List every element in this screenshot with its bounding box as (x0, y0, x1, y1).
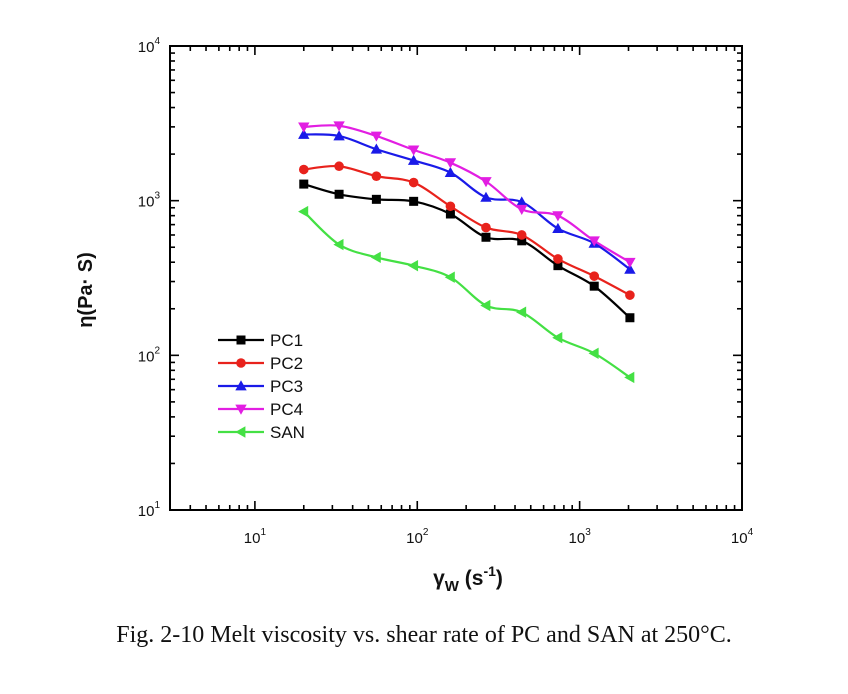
data-point-pc2 (481, 222, 491, 233)
series-line-pc3 (303, 133, 631, 271)
y-tick-label: 102 (138, 345, 161, 365)
legend-marker (235, 426, 246, 438)
series-pc1 (299, 179, 635, 323)
data-point-pc4 (407, 145, 420, 156)
data-point-pc2 (625, 290, 635, 300)
legend-entry-pc2: PC2 (218, 354, 303, 373)
legend: PC1 PC2 PC3 PC4 SAN (218, 331, 305, 442)
legend-label: SAN (270, 423, 305, 442)
legend-marker (236, 335, 246, 345)
data-point-pc1 (299, 179, 309, 189)
figure-caption: Fig. 2-10 Melt viscosity vs. shear rate … (116, 622, 732, 648)
data-point-pc4 (588, 236, 600, 247)
data-point-pc2 (589, 271, 600, 281)
legend-label: PC4 (270, 400, 303, 419)
data-point-pc2 (371, 171, 382, 181)
legend-entry-pc4: PC4 (218, 400, 303, 419)
x-tick-label: 104 (731, 527, 754, 547)
data-point-pc2 (516, 230, 527, 240)
data-point-san (480, 299, 491, 312)
data-point-pc2 (334, 161, 344, 172)
data-point-pc3 (516, 196, 528, 207)
legend-label: PC3 (270, 377, 303, 396)
series-pc3 (298, 128, 636, 274)
data-point-pc1 (371, 194, 381, 204)
legend-marker (236, 358, 246, 368)
data-point-pc1 (553, 261, 563, 271)
data-point-pc3 (333, 130, 345, 141)
series-pc2 (298, 161, 635, 300)
legend-entry-san: SAN (218, 423, 305, 442)
data-point-pc1 (334, 189, 344, 199)
legend-marker (235, 404, 247, 415)
axis-labels: 101 102 103 104 101 102 103 104 γW (s-1) η(Pa· S) (75, 36, 754, 595)
series-line-pc2 (303, 164, 631, 297)
legend-marker (235, 380, 247, 391)
data-point-pc1 (589, 281, 599, 291)
data-point-san (624, 371, 635, 384)
data-point-pc3 (552, 222, 564, 233)
data-point-pc3 (444, 166, 457, 177)
data-point-pc1 (409, 196, 419, 206)
data-point-san (298, 205, 309, 218)
x-tick-label: 103 (569, 527, 592, 547)
legend-label: PC2 (270, 354, 303, 373)
chart: PC1 PC2 PC3 PC4 SAN 101 102 103 104 101 102 103 104… (75, 36, 754, 595)
data-point-pc4 (333, 121, 345, 132)
data-point-pc2 (553, 254, 563, 264)
data-point-pc2 (408, 177, 419, 188)
series-line-pc1 (303, 183, 631, 319)
data-point-pc2 (445, 201, 456, 212)
legend-entry-pc1: PC1 (218, 331, 303, 350)
data-point-pc1 (481, 232, 491, 242)
data-point-pc4 (552, 211, 564, 222)
series-san (298, 205, 635, 384)
series-line-san (303, 210, 631, 379)
data-point-san (407, 259, 419, 272)
series-pc4 (298, 121, 636, 268)
data-point-san (588, 347, 599, 360)
x-axis-title: γW (s-1) (433, 563, 503, 595)
data-point-san (370, 251, 381, 264)
axes (169, 45, 743, 511)
data-point-pc2 (298, 164, 309, 175)
data-point-pc3 (298, 128, 310, 139)
data-point-pc1 (517, 236, 527, 246)
data-point-san (333, 238, 344, 251)
data-point-pc4 (298, 122, 310, 133)
y-tick-label: 103 (138, 191, 161, 211)
data-point-pc4 (370, 131, 383, 142)
data-point-pc3 (370, 143, 383, 154)
y-axis-title: η(Pa· S) (75, 252, 97, 328)
data-point-pc4 (516, 204, 528, 215)
data-point-pc1 (445, 209, 455, 219)
series-layer (298, 121, 636, 384)
legend-label: PC1 (270, 331, 303, 350)
data-point-pc1 (625, 313, 635, 323)
series-line-pc4 (303, 124, 631, 264)
y-tick-label: 104 (138, 36, 161, 56)
data-point-pc3 (480, 191, 492, 202)
data-point-pc4 (624, 257, 636, 268)
x-tick-label: 102 (406, 527, 429, 547)
data-point-pc4 (480, 177, 492, 188)
x-tick-label: 101 (244, 527, 267, 547)
legend-entry-pc3: PC3 (218, 377, 303, 396)
data-point-pc3 (407, 154, 420, 165)
plot-frame (169, 45, 743, 511)
data-point-san (516, 306, 527, 318)
data-point-san (444, 271, 455, 283)
y-tick-label: 101 (138, 500, 161, 520)
data-point-pc4 (444, 158, 457, 169)
data-point-san (552, 332, 563, 344)
data-point-pc3 (624, 263, 636, 274)
